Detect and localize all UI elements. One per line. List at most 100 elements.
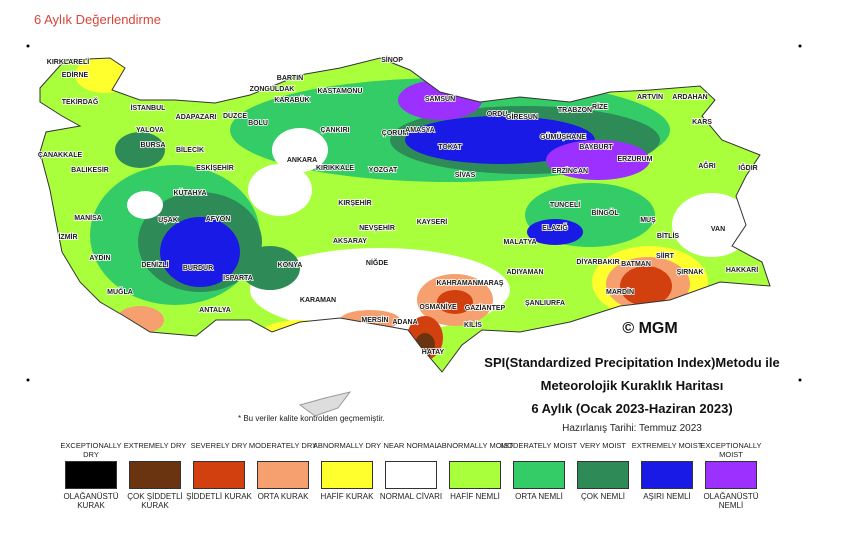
- city-label: ANKARA: [287, 157, 317, 164]
- legend-label-en: ABNORMALLY MOIST: [436, 441, 514, 450]
- city-label: KARABÜK: [274, 95, 309, 104]
- city-label: SİİRT: [656, 252, 675, 260]
- city-label: ARDAHAN: [672, 94, 707, 101]
- legend-label-en: MODERATELY DRY: [248, 441, 318, 450]
- legend-label-tr: ÇOK ŞİDDETLİ KURAK: [127, 492, 183, 510]
- city-label: TRABZON: [558, 107, 592, 114]
- legend-label-tr: ORTA NEMLİ: [515, 492, 563, 501]
- city-label: IĞDIR: [738, 163, 757, 172]
- city-label: BOLU: [248, 120, 268, 127]
- city-label: BURDUR: [183, 265, 213, 272]
- city-label: NEVŞEHİR: [359, 224, 395, 232]
- legend-swatch: [513, 461, 565, 489]
- city-label: EDİRNE: [62, 71, 89, 79]
- city-label: SİVAS: [455, 171, 476, 179]
- legend-label-tr: AŞIRI NEMLİ: [643, 492, 691, 501]
- legend-item: MODERATELY DRY ORTA KURAK: [244, 441, 322, 501]
- legend-label-en: ABNORMALLY DRY: [312, 441, 382, 450]
- legend-label-en: MODERATELY MOIST: [500, 441, 578, 450]
- city-label: KIRIKKALE: [316, 165, 354, 172]
- date: Hazırlanış Tarihi: Temmuz 2023: [562, 423, 702, 434]
- legend-label-en: EXCEPTIONALLY MOIST: [700, 441, 762, 459]
- city-label: SAMSUN: [425, 96, 455, 103]
- city-label: KAHRAMANMARAŞ: [437, 280, 504, 287]
- legend-item: VERY MOIST ÇOK NEMLİ: [564, 441, 642, 501]
- legend-swatch: [65, 461, 117, 489]
- city-label: BAYBURT: [579, 144, 613, 151]
- city-label: ESKİŞEHİR: [196, 164, 234, 172]
- city-label: ERZİNCAN: [552, 167, 588, 175]
- corner-dot: [26, 44, 30, 48]
- city-label: HAKKARİ: [726, 266, 758, 274]
- city-label: MERSİN: [361, 316, 388, 324]
- city-label: BURSA: [141, 142, 166, 149]
- city-label: KÜTAHYA: [173, 188, 206, 197]
- corner-dot: [26, 378, 30, 382]
- legend-label-en: EXTREMELY MOIST: [631, 441, 703, 450]
- city-label: MUŞ: [640, 217, 656, 224]
- city-label: ISPARTA: [223, 275, 253, 282]
- city-label: ELAZIĞ: [542, 223, 568, 232]
- legend-item: ABNORMALLY DRY HAFİF KURAK: [308, 441, 386, 501]
- city-label: KARAMAN: [300, 297, 336, 304]
- city-label: HATAY: [422, 349, 445, 356]
- city-label: MALATYA: [503, 239, 536, 246]
- city-label: OSMANİYE: [419, 303, 457, 311]
- legend-swatch: [257, 461, 309, 489]
- city-label: KIRKLARELİ: [47, 58, 89, 66]
- legend-swatch: [321, 461, 373, 489]
- city-label: ARTVİN: [637, 93, 663, 101]
- city-label: ÇANKIRI: [320, 127, 349, 134]
- city-label: BATMAN: [621, 261, 651, 268]
- legend-item: EXTREMELY MOIST AŞIRI NEMLİ: [628, 441, 706, 501]
- city-label: MANİSA: [74, 214, 102, 222]
- legend-label-tr: ŞİDDETLİ KURAK: [186, 492, 252, 501]
- city-label: KIRŞEHİR: [338, 199, 371, 207]
- city-label: AYDIN: [89, 255, 110, 262]
- city-label: SİNOP: [381, 56, 403, 64]
- legend-label-tr: HAFİF KURAK: [320, 492, 374, 501]
- city-label: RİZE: [592, 103, 608, 111]
- city-label: ADANA: [392, 319, 417, 326]
- city-label: BİNGÖL: [591, 208, 619, 217]
- city-label: MUĞLA: [107, 287, 133, 296]
- legend-swatch: [385, 461, 437, 489]
- legend-swatch: [641, 461, 693, 489]
- city-labels: KIRKLARELİ EDİRNE TEKİRDAĞ İSTANBUL ÇANAKKAL…: [37, 55, 759, 357]
- city-label: UŞAK: [158, 217, 178, 224]
- legend-swatch: [193, 461, 245, 489]
- legend-item: SEVERELY DRY ŞİDDETLİ KURAK: [180, 441, 258, 501]
- legend-label-en: NEAR NORMAL: [383, 441, 439, 450]
- legend-swatch: [449, 461, 501, 489]
- corner-dot: [798, 378, 802, 382]
- caption-line: Meteorolojik Kuraklık Haritası: [541, 378, 724, 393]
- city-label: ŞIRNAK: [677, 269, 704, 276]
- city-label: GÜMÜŞHANE: [540, 132, 586, 141]
- city-label: BİLECİK: [176, 146, 204, 154]
- city-label: VAN: [711, 226, 725, 233]
- city-label: AKSARAY: [333, 238, 367, 245]
- legend-label-tr: ORTA KURAK: [257, 492, 309, 501]
- city-label: TUNCELİ: [550, 201, 580, 209]
- city-label: ORDU: [487, 111, 508, 118]
- caption-line: SPI(Standardized Precipitation Index)Met…: [484, 355, 779, 370]
- city-label: GAZİANTEP: [465, 304, 506, 312]
- city-label: DÜZCE: [223, 111, 247, 120]
- legend-label-en: VERY MOIST: [580, 441, 626, 450]
- legend-swatch: [577, 461, 629, 489]
- legend-label-en: EXCEPTIONALLY DRY: [60, 441, 122, 459]
- city-label: ZONGULDAK: [250, 86, 295, 93]
- legend-item: MODERATELY MOIST ORTA NEMLİ: [500, 441, 578, 501]
- legend-label-en: EXTREMELY DRY: [123, 441, 187, 450]
- legend-label-tr: OLAĞANÜSTÜ KURAK: [63, 492, 119, 510]
- legend-item: EXCEPTIONALLY MOIST OLAĞANÜSTÜ NEMLİ: [692, 441, 770, 510]
- legend-label-en: SEVERELY DRY: [190, 441, 248, 450]
- city-label: DENİZLİ: [141, 261, 168, 269]
- city-label: BARTIN: [277, 75, 303, 82]
- city-label: AMASYA: [405, 127, 435, 134]
- city-label: ANTALYA: [199, 307, 231, 314]
- city-label: DİYARBAKIR: [576, 258, 619, 266]
- legend-item: NEAR NORMAL NORMAL CİVARI: [372, 441, 450, 501]
